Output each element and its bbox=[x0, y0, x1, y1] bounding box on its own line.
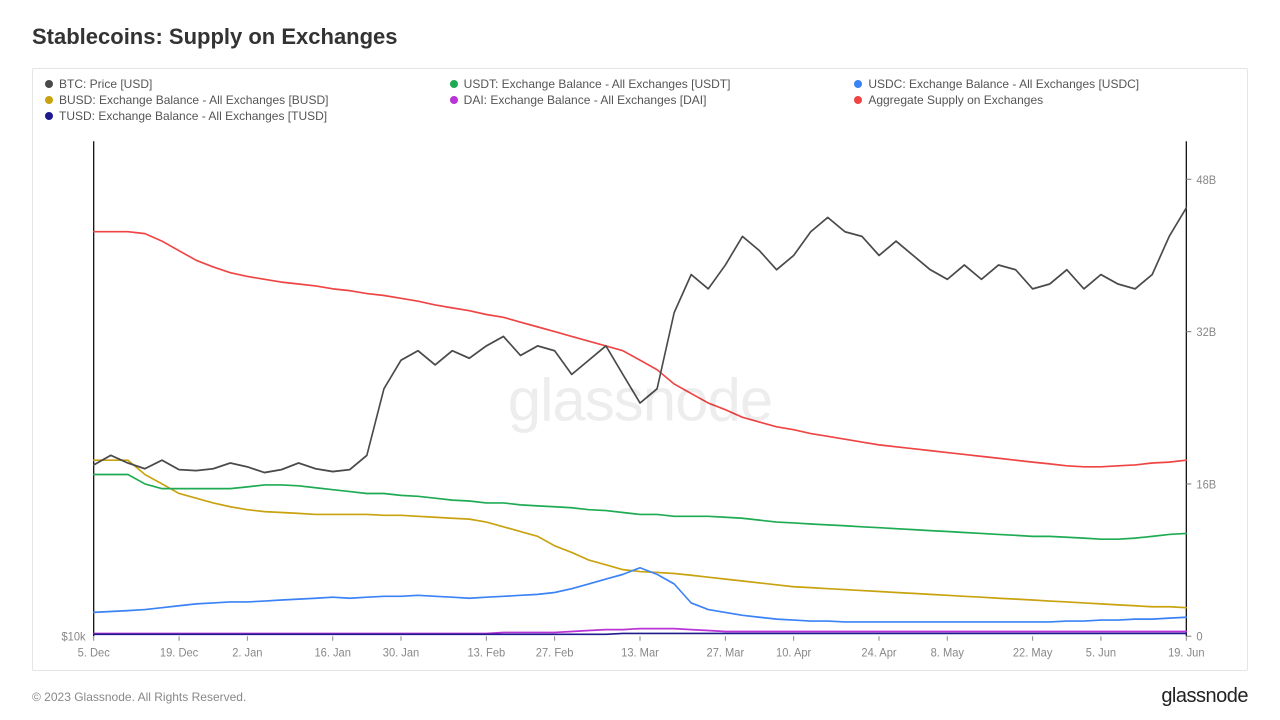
legend-dot bbox=[854, 96, 862, 104]
x-tick-label: 24. Apr bbox=[861, 646, 896, 660]
x-tick-label: 8. May bbox=[931, 646, 964, 660]
x-tick-label: 22. May bbox=[1013, 646, 1053, 660]
legend-item[interactable]: BTC: Price [USD] bbox=[45, 77, 426, 91]
brand-logo: glassnode bbox=[1161, 685, 1248, 708]
legend-item[interactable]: USDC: Exchange Balance - All Exchanges [… bbox=[854, 77, 1235, 91]
x-tick-label: 19. Dec bbox=[160, 646, 198, 660]
series-line bbox=[94, 633, 1187, 634]
x-tick-label: 16. Jan bbox=[314, 646, 350, 660]
legend-item[interactable]: TUSD: Exchange Balance - All Exchanges [… bbox=[45, 109, 426, 123]
copyright-text: © 2023 Glassnode. All Rights Reserved. bbox=[32, 690, 246, 704]
legend-dot bbox=[45, 112, 53, 120]
legend-item[interactable]: Aggregate Supply on Exchanges bbox=[854, 93, 1235, 107]
x-tick-label: 2. Jan bbox=[232, 646, 262, 660]
page-footer: © 2023 Glassnode. All Rights Reserved. g… bbox=[32, 671, 1248, 708]
legend-label: TUSD: Exchange Balance - All Exchanges [… bbox=[59, 109, 327, 123]
y-tick-label: 16B bbox=[1196, 478, 1216, 492]
x-tick-label: 13. Feb bbox=[468, 646, 506, 660]
x-tick-label: 10. Apr bbox=[776, 646, 811, 660]
series-line bbox=[94, 232, 1187, 467]
x-tick-label: 27. Feb bbox=[536, 646, 574, 660]
x-tick-label: 13. Mar bbox=[621, 646, 659, 660]
x-tick-label: 30. Jan bbox=[383, 646, 419, 660]
chart-legend: BTC: Price [USD] USDT: Exchange Balance -… bbox=[33, 69, 1247, 130]
legend-label: BUSD: Exchange Balance - All Exchanges [… bbox=[59, 93, 328, 107]
chart-title: Stablecoins: Supply on Exchanges bbox=[32, 24, 1248, 50]
chart-svg: 0 16B 32B 48B $10k 5. Dec 19. Dec 2. Jan 16. Jan… bbox=[33, 130, 1247, 670]
legend-label: USDC: Exchange Balance - All Exchanges [… bbox=[868, 77, 1139, 91]
y-tick-label: 0 bbox=[1196, 630, 1203, 644]
series-line bbox=[94, 460, 1187, 607]
y-tick-label: 48B bbox=[1196, 173, 1216, 187]
legend-label: USDT: Exchange Balance - All Exchanges [… bbox=[464, 77, 731, 91]
chart-box: BTC: Price [USD] USDT: Exchange Balance -… bbox=[32, 68, 1248, 671]
x-tick-label: 5. Dec bbox=[78, 646, 110, 660]
legend-label: DAI: Exchange Balance - All Exchanges [D… bbox=[464, 93, 707, 107]
legend-item[interactable]: DAI: Exchange Balance - All Exchanges [D… bbox=[450, 93, 831, 107]
legend-dot bbox=[45, 96, 53, 104]
x-tick-label: 5. Jun bbox=[1086, 646, 1116, 660]
legend-item[interactable]: USDT: Exchange Balance - All Exchanges [… bbox=[450, 77, 831, 91]
legend-label: Aggregate Supply on Exchanges bbox=[868, 93, 1043, 107]
y-tick-label: 32B bbox=[1196, 326, 1216, 340]
y-left-label: $10k bbox=[62, 630, 86, 644]
x-tick-label: 19. Jun bbox=[1168, 646, 1204, 660]
legend-dot bbox=[45, 80, 53, 88]
x-tick-label: 27. Mar bbox=[707, 646, 745, 660]
plot-area: glassnode 016B32B48B$10k5. Dec19. Dec2. … bbox=[33, 130, 1247, 670]
series-line bbox=[94, 474, 1187, 539]
legend-label: BTC: Price [USD] bbox=[59, 77, 152, 91]
legend-dot bbox=[450, 96, 458, 104]
legend-dot bbox=[854, 80, 862, 88]
legend-item[interactable]: BUSD: Exchange Balance - All Exchanges [… bbox=[45, 93, 426, 107]
series-line bbox=[94, 568, 1187, 622]
series-line bbox=[94, 208, 1187, 473]
page-container: Stablecoins: Supply on Exchanges BTC: Pr… bbox=[0, 0, 1280, 720]
legend-dot bbox=[450, 80, 458, 88]
